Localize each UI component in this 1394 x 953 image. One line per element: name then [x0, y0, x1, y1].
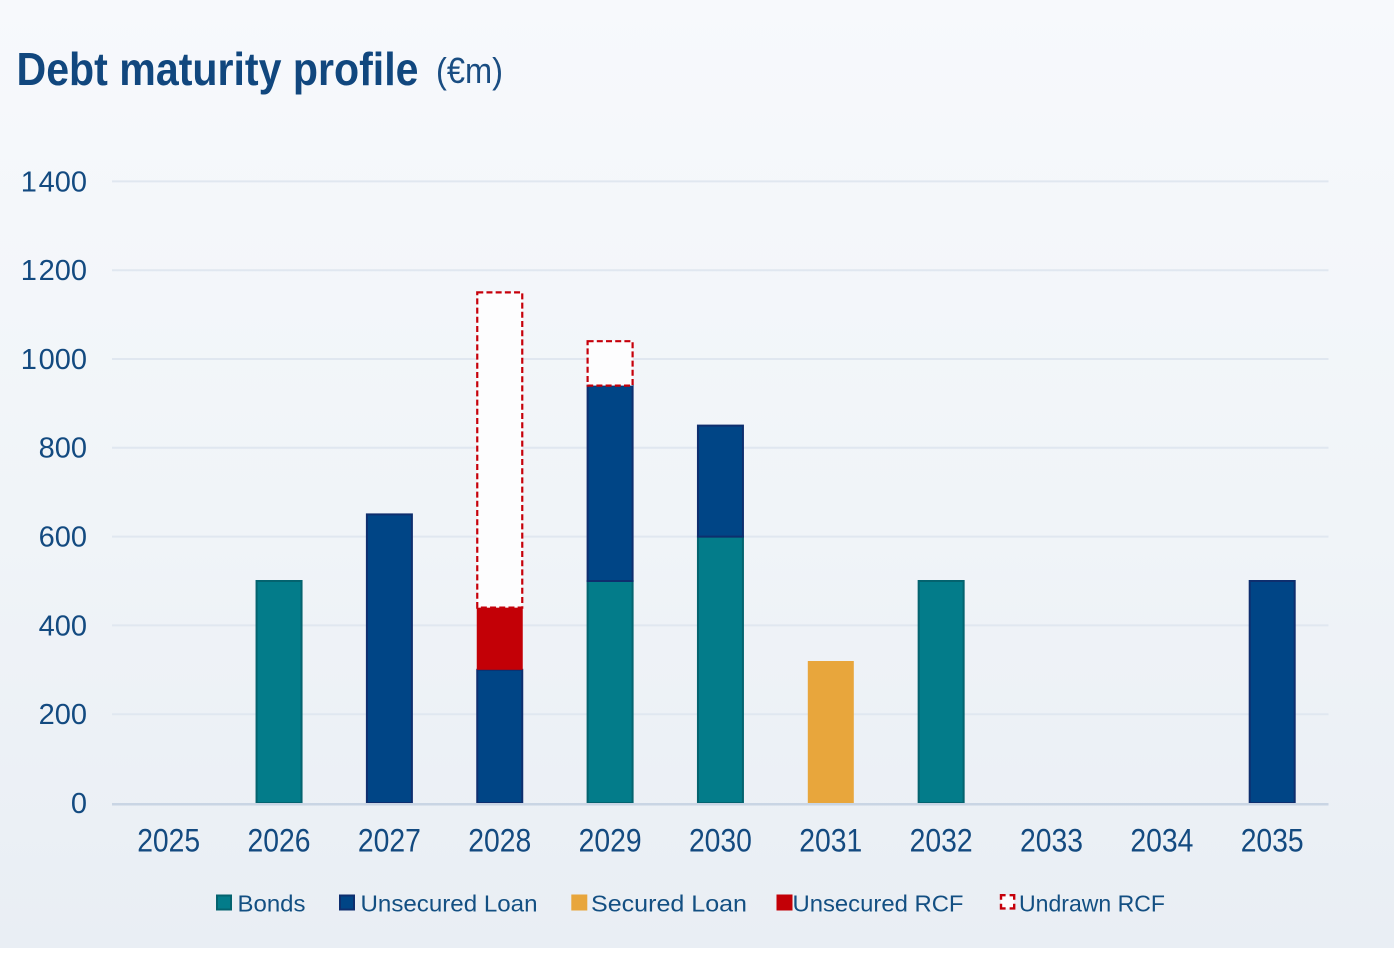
svg-text:0: 0 [71, 788, 87, 820]
svg-text:200: 200 [39, 255, 87, 287]
svg-text:1: 1 [21, 255, 37, 287]
svg-text:1: 1 [21, 344, 37, 376]
svg-text:2030: 2030 [689, 823, 752, 859]
svg-text:800: 800 [39, 433, 87, 465]
svg-text:Bonds: Bonds [238, 890, 306, 916]
svg-text:(€m): (€m) [436, 50, 503, 91]
svg-text:Undrawn RCF: Undrawn RCF [1019, 890, 1165, 916]
svg-text:Debt maturity profile: Debt maturity profile [17, 43, 419, 95]
svg-text:400: 400 [39, 610, 87, 642]
svg-text:2034: 2034 [1130, 823, 1193, 859]
svg-text:Unsecured RCF: Unsecured RCF [793, 890, 964, 916]
svg-text:600: 600 [39, 522, 87, 554]
svg-text:000: 000 [39, 344, 87, 376]
svg-text:2025: 2025 [137, 823, 200, 859]
svg-text:2029: 2029 [579, 823, 642, 859]
svg-text:2035: 2035 [1241, 823, 1304, 859]
svg-text:2026: 2026 [248, 823, 311, 859]
svg-text:2028: 2028 [468, 823, 531, 859]
svg-text:1: 1 [21, 166, 37, 198]
svg-text:200: 200 [39, 699, 87, 731]
svg-text:400: 400 [39, 166, 87, 198]
svg-text:Unsecured Loan: Unsecured Loan [361, 890, 538, 916]
svg-text:2027: 2027 [358, 823, 421, 859]
svg-text:2032: 2032 [910, 823, 973, 859]
svg-text:2031: 2031 [799, 823, 862, 859]
svg-text:Secured Loan: Secured Loan [591, 890, 747, 916]
svg-text:2033: 2033 [1020, 823, 1083, 859]
